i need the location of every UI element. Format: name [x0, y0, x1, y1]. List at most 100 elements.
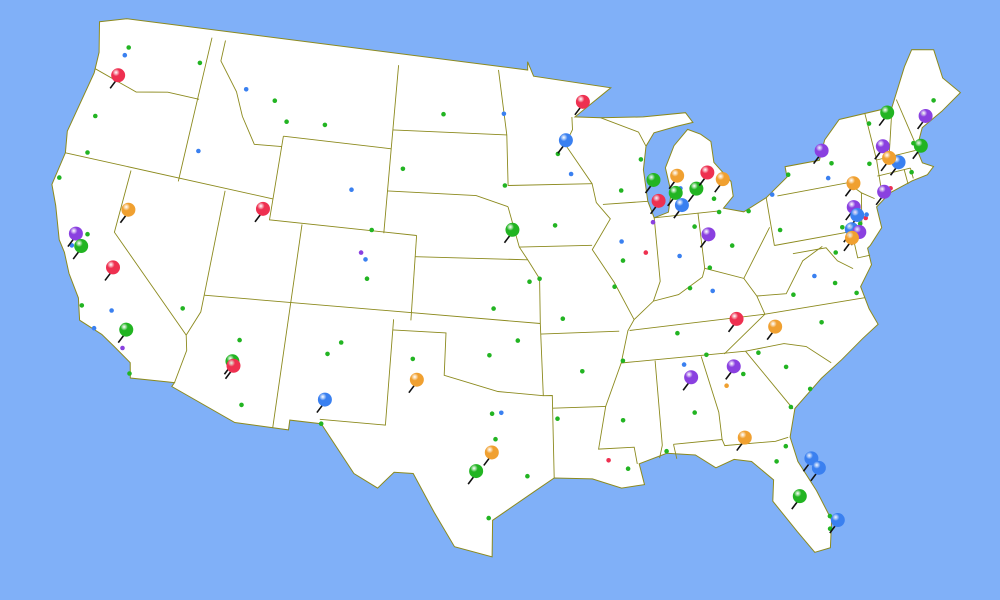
map-pin[interactable] — [766, 319, 783, 341]
location-dot[interactable] — [620, 258, 626, 263]
location-dot[interactable] — [493, 436, 498, 442]
location-dot[interactable] — [85, 150, 90, 155]
map-pin[interactable] — [682, 370, 699, 391]
map-pin[interactable] — [667, 185, 683, 207]
location-dot[interactable] — [707, 265, 713, 271]
location-dot[interactable] — [79, 303, 85, 308]
location-dot[interactable] — [829, 161, 834, 166]
map-pin[interactable] — [224, 358, 241, 380]
location-dot[interactable] — [692, 410, 697, 415]
map-pin[interactable] — [503, 222, 520, 244]
location-dot[interactable] — [643, 250, 649, 255]
location-dot[interactable] — [785, 172, 791, 177]
map-pin[interactable] — [104, 260, 121, 281]
location-dot[interactable] — [620, 358, 626, 364]
location-dot[interactable] — [93, 113, 98, 119]
location-dot[interactable] — [619, 239, 624, 244]
location-dot[interactable] — [552, 223, 558, 228]
location-dot[interactable] — [854, 290, 859, 296]
map-pin[interactable] — [844, 176, 861, 197]
location-dot[interactable] — [127, 371, 132, 376]
location-dot[interactable] — [525, 473, 530, 479]
map-pin[interactable] — [878, 105, 895, 127]
location-dot[interactable] — [126, 45, 131, 50]
map-pin[interactable] — [644, 172, 661, 194]
map-pin[interactable] — [673, 198, 689, 219]
location-dot[interactable] — [681, 362, 687, 367]
location-dot[interactable] — [501, 111, 507, 117]
map-pin[interactable] — [727, 311, 744, 333]
location-dot[interactable] — [711, 196, 717, 201]
map-pin[interactable] — [874, 139, 890, 160]
location-dot[interactable] — [812, 273, 817, 279]
location-dot[interactable] — [196, 148, 201, 154]
map-pin[interactable] — [699, 227, 716, 248]
location-dot[interactable] — [69, 243, 75, 248]
location-dot[interactable] — [625, 466, 631, 472]
location-dot[interactable] — [57, 175, 62, 180]
map-pin[interactable] — [557, 133, 573, 154]
location-dot[interactable] — [489, 411, 495, 417]
location-dot[interactable] — [491, 306, 496, 311]
location-dot[interactable] — [864, 212, 869, 217]
location-dot[interactable] — [716, 209, 722, 215]
location-dot[interactable] — [515, 338, 521, 343]
map-pin[interactable] — [316, 392, 332, 414]
location-dot[interactable] — [675, 330, 680, 336]
location-dot[interactable] — [338, 340, 344, 345]
location-dot[interactable] — [783, 443, 789, 449]
location-dot[interactable] — [687, 285, 693, 291]
map-pin[interactable] — [829, 513, 845, 534]
map-pin[interactable] — [843, 230, 859, 252]
location-dot[interactable] — [746, 208, 751, 214]
location-dot[interactable] — [704, 352, 709, 358]
location-dot[interactable] — [840, 225, 845, 230]
location-dot[interactable] — [909, 169, 914, 175]
location-dot[interactable] — [239, 402, 244, 408]
location-dot[interactable] — [825, 175, 831, 181]
map-pin[interactable] — [875, 184, 892, 206]
location-dot[interactable] — [197, 60, 203, 66]
location-dot[interactable] — [724, 383, 729, 389]
location-dot[interactable] — [91, 325, 97, 331]
location-dot[interactable] — [499, 410, 504, 416]
location-dot[interactable] — [109, 308, 114, 313]
location-dot[interactable] — [618, 188, 624, 193]
location-dot[interactable] — [774, 459, 779, 464]
map-pin[interactable] — [67, 226, 83, 248]
location-dot[interactable] — [791, 292, 796, 298]
location-dot[interactable] — [486, 515, 492, 521]
map-pin[interactable] — [714, 172, 730, 193]
location-dot[interactable] — [284, 119, 289, 124]
location-dot[interactable] — [867, 161, 872, 167]
location-dot[interactable] — [833, 250, 838, 255]
location-dot[interactable] — [85, 231, 90, 237]
location-dot[interactable] — [650, 219, 656, 225]
location-dot[interactable] — [560, 316, 566, 322]
location-dot[interactable] — [638, 157, 644, 162]
location-dot[interactable] — [369, 227, 375, 233]
map-pin[interactable] — [109, 68, 126, 89]
map-pin[interactable] — [574, 94, 590, 116]
map-pin[interactable] — [812, 143, 829, 165]
location-dot[interactable] — [819, 320, 824, 325]
location-dot[interactable] — [527, 279, 532, 285]
location-dot[interactable] — [272, 98, 278, 103]
location-dot[interactable] — [243, 87, 249, 92]
map-pin[interactable] — [725, 359, 741, 380]
location-dot[interactable] — [729, 243, 735, 248]
location-dot[interactable] — [180, 306, 185, 311]
location-dot[interactable] — [807, 386, 813, 392]
map-pin[interactable] — [810, 460, 826, 482]
location-dot[interactable] — [677, 253, 682, 259]
location-dot[interactable] — [410, 356, 416, 362]
map-pin[interactable] — [117, 322, 134, 344]
map-pin[interactable] — [483, 445, 499, 466]
map-pin[interactable] — [119, 202, 136, 224]
location-dot[interactable] — [400, 166, 406, 172]
location-dot[interactable] — [325, 351, 330, 357]
location-dot[interactable] — [120, 345, 125, 351]
map-pin[interactable] — [72, 239, 89, 260]
location-dot[interactable] — [441, 111, 446, 117]
